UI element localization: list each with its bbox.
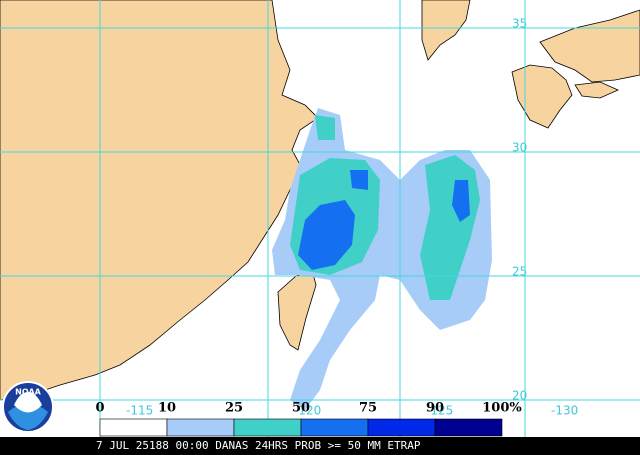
land [0, 0, 640, 401]
lat-label: 20 [512, 389, 527, 403]
legend-swatch [233, 418, 302, 437]
legend-label: 50 [292, 401, 310, 416]
legend-label: 10 [158, 401, 176, 416]
noaa-logo: NOAA [2, 381, 54, 433]
lon-label: -115 [126, 404, 153, 418]
legend-swatch [434, 418, 503, 437]
legend-label: 25 [225, 401, 243, 416]
precip [272, 108, 492, 410]
lat-label: 35 [512, 17, 527, 31]
legend-label: 90 [426, 401, 444, 416]
lat-label: 30 [512, 141, 527, 155]
lat-label: 25 [512, 265, 527, 279]
legend-label: 100% [482, 401, 522, 416]
legend: 0 10 25 50 75 90 100% [95, 401, 522, 437]
graticule: 35 30 25 20 -115 -120 -125 -130 [0, 0, 640, 437]
legend-swatch [166, 418, 235, 437]
legend-label: 75 [359, 401, 377, 416]
legend-label: 0 [95, 401, 104, 416]
lon-label: -125 [426, 404, 453, 418]
legend-swatch [367, 418, 436, 437]
legend-swatch [99, 418, 168, 437]
legend-swatch [300, 418, 369, 437]
footer-text: 7 JUL 25188 00:00 DANAS 24HRS PROB >= 50… [96, 439, 421, 452]
lon-label: -130 [551, 404, 578, 418]
lon-label: -120 [294, 404, 321, 418]
footer-bar [0, 437, 640, 455]
logo-text: NOAA [15, 388, 41, 397]
